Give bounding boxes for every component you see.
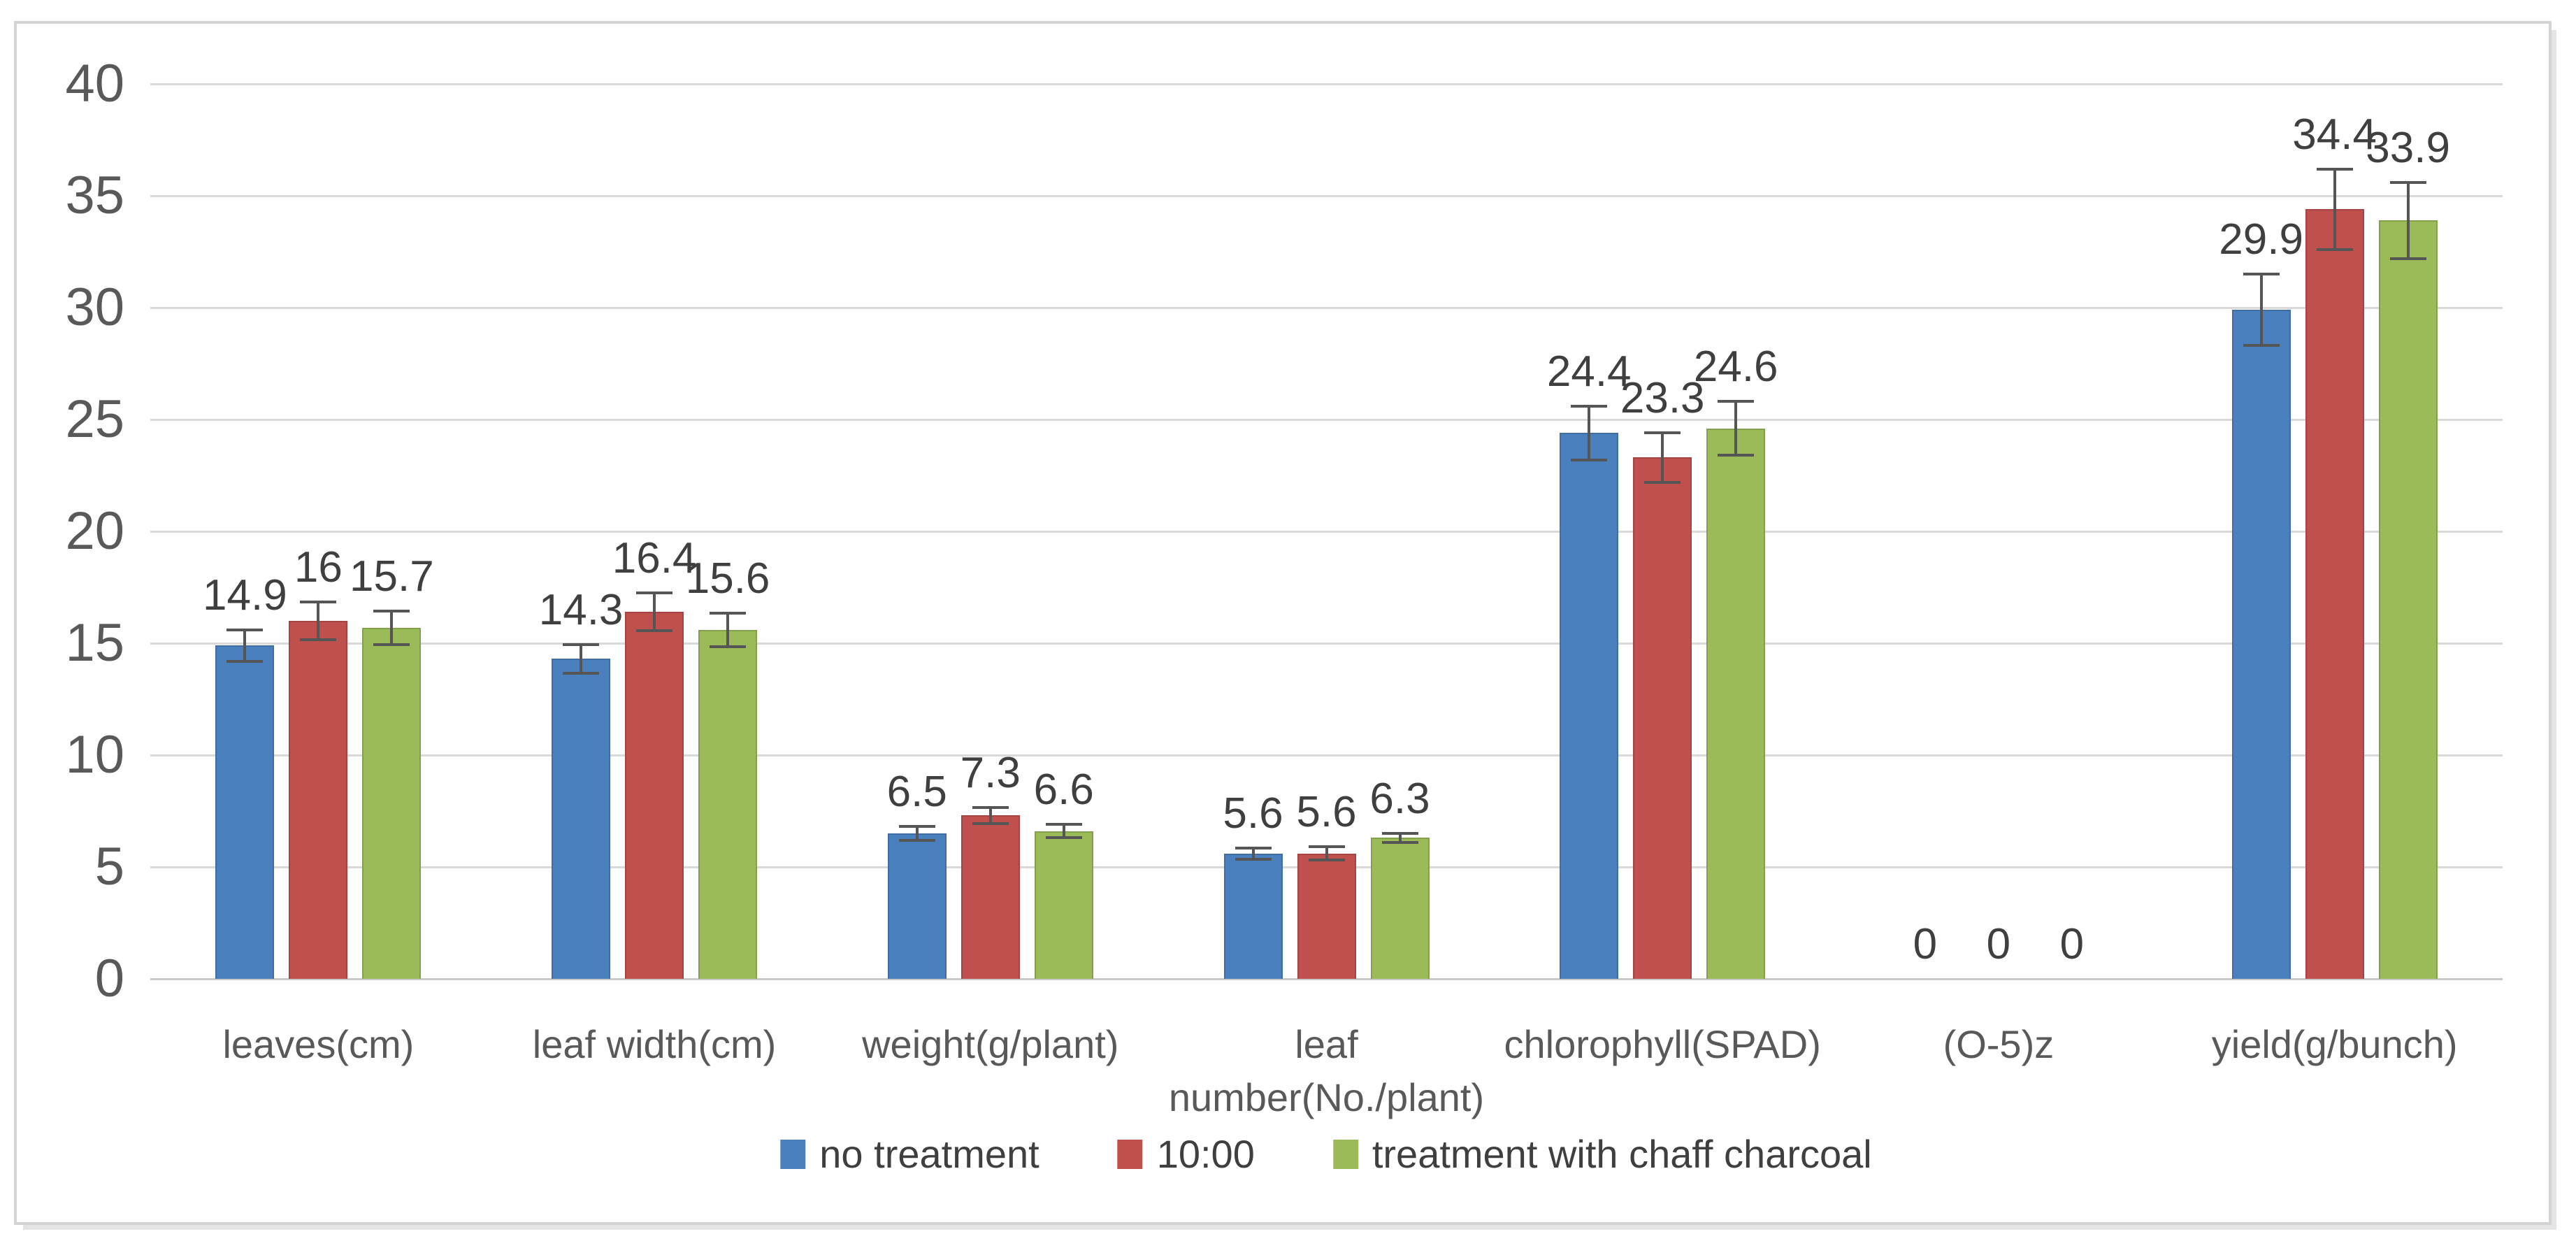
legend-item: no treatment [780,1131,1039,1177]
chart-frame [14,21,2552,1225]
legend-label: no treatment [819,1132,1039,1176]
legend-item: treatment with chaff charcoal [1332,1131,1872,1177]
legend-label: treatment with chaff charcoal [1372,1132,1872,1176]
legend-swatch [1117,1139,1143,1169]
legend: no treatment 10:00 treatment with chaff ch… [780,1131,1872,1177]
legend-item: 10:00 [1117,1131,1255,1177]
legend-label: 10:00 [1156,1132,1255,1176]
legend-swatch [780,1139,806,1169]
legend-swatch [1332,1139,1358,1169]
